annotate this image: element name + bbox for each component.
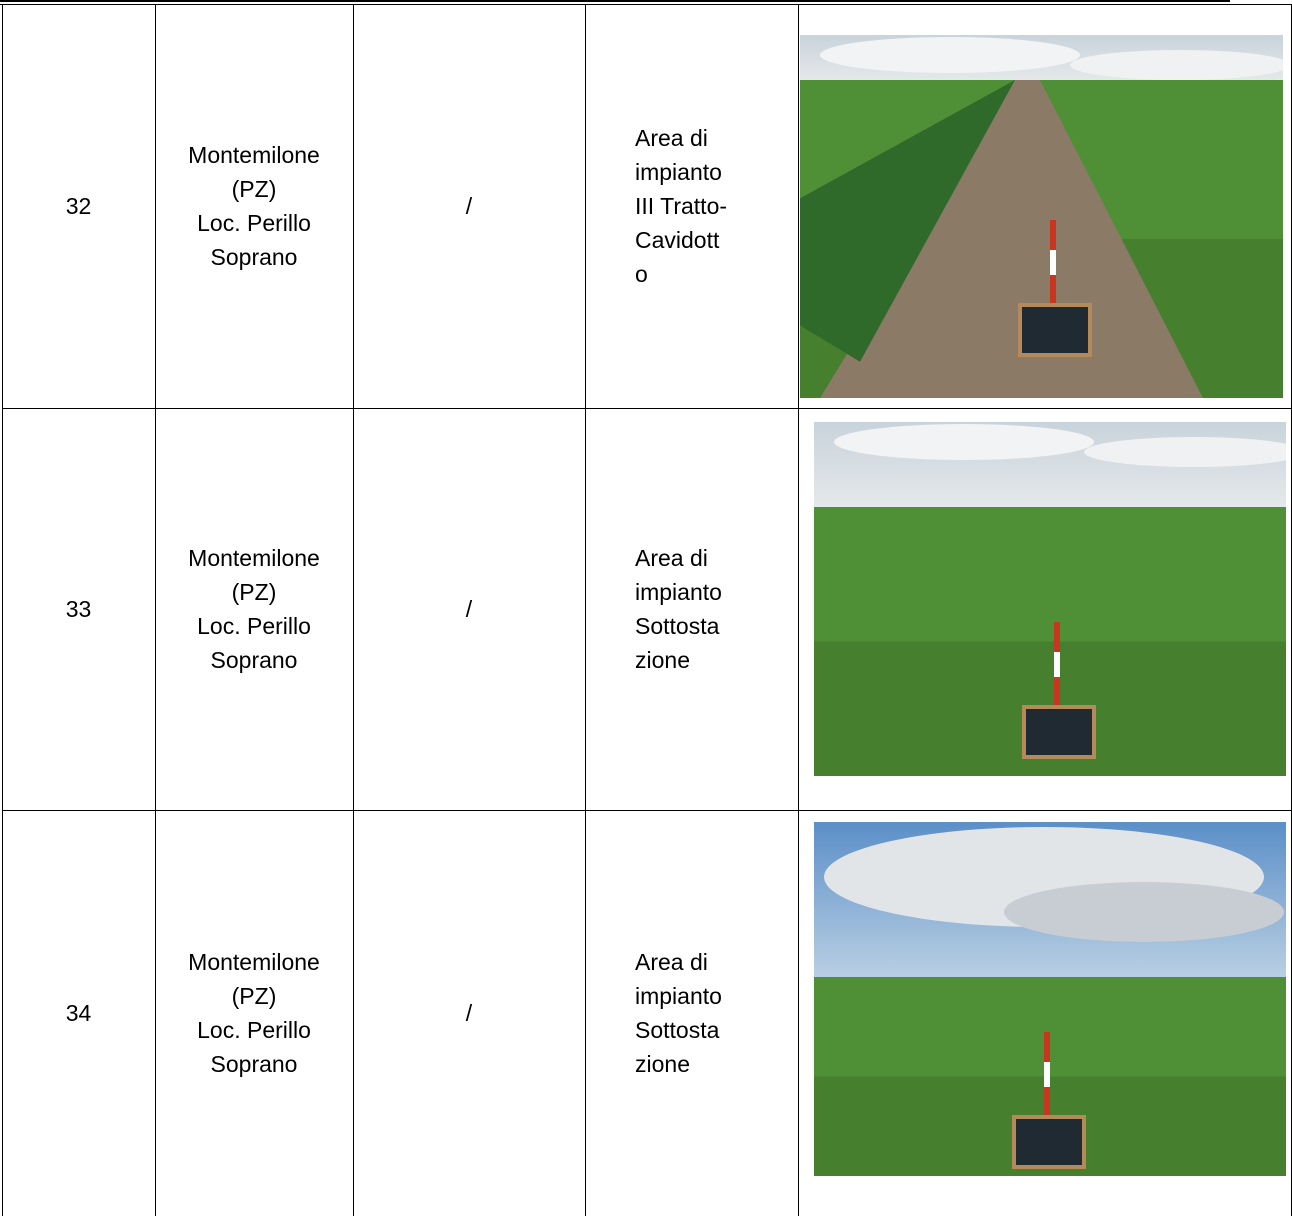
number-cell: 34 <box>2 810 155 1216</box>
photo-part <box>1070 50 1283 80</box>
text-line: Montemilone <box>188 545 320 571</box>
text-line: (PZ) <box>231 176 277 202</box>
reference-cell: / <box>353 810 585 1216</box>
column-rule <box>155 4 156 1216</box>
text-line: Area di <box>635 949 708 975</box>
photo-part <box>1044 1062 1050 1087</box>
text-line: Cavidott <box>635 227 720 253</box>
text-line: impianto <box>635 579 722 605</box>
text-line: Sottosta <box>635 613 720 639</box>
text-line: impianto <box>635 983 722 1009</box>
text-line: Loc. Perillo <box>197 210 311 236</box>
column-rule <box>353 4 354 1216</box>
photo-part <box>1054 652 1060 677</box>
text-line: (PZ) <box>231 983 277 1009</box>
text-line: Montemilone <box>188 949 320 975</box>
number-cell: 33 <box>2 408 155 810</box>
column-rule <box>2 4 3 1216</box>
text-line: Area di <box>635 545 708 571</box>
text-line: (PZ) <box>231 579 277 605</box>
photo-part <box>834 424 1094 460</box>
table-border <box>0 4 1292 5</box>
text-line: / <box>465 596 473 622</box>
text-line: Area di <box>635 125 708 151</box>
photo-part <box>820 37 1080 73</box>
photo-part <box>800 80 1015 362</box>
photo-part <box>1012 1115 1086 1169</box>
text-line: Loc. Perillo <box>197 613 311 639</box>
text-line: 32 <box>65 193 92 219</box>
row-rule <box>2 408 1292 409</box>
area-cell: Area di impianto Sottosta zione <box>635 810 798 1216</box>
text-line: / <box>465 193 473 219</box>
photo <box>800 35 1283 398</box>
text-line: Soprano <box>210 1051 298 1077</box>
column-rule <box>585 4 586 1216</box>
text-line: zione <box>635 1051 690 1077</box>
text-line: Soprano <box>210 244 298 270</box>
photo-part <box>1004 882 1284 942</box>
photo-part <box>1084 437 1286 467</box>
photo <box>814 422 1286 776</box>
text-line: Soprano <box>210 647 298 673</box>
photo <box>814 822 1286 1176</box>
text-line: Loc. Perillo <box>197 1017 311 1043</box>
photo-part <box>1022 705 1096 759</box>
text-line: 33 <box>65 596 92 622</box>
text-line: zione <box>635 647 690 673</box>
location-cell: Montemilone (PZ) Loc. Perillo Soprano <box>155 408 353 810</box>
text-line: III Tratto- <box>635 193 728 219</box>
reference-cell: / <box>353 4 585 408</box>
photo-part <box>820 80 1203 398</box>
area-cell: Area di impianto Sottosta zione <box>635 408 798 810</box>
text-line: Sottosta <box>635 1017 720 1043</box>
text-line: Montemilone <box>188 142 320 168</box>
area-cell: Area di impianto III Tratto- Cavidott o <box>635 4 798 408</box>
photo-part <box>1050 250 1056 275</box>
text-line: impianto <box>635 159 722 185</box>
column-rule <box>798 4 799 1216</box>
location-cell: Montemilone (PZ) Loc. Perillo Soprano <box>155 4 353 408</box>
text-line: / <box>465 1000 473 1026</box>
number-cell: 32 <box>2 4 155 408</box>
text-line: 34 <box>65 1000 92 1026</box>
photo-part <box>1018 303 1092 357</box>
reference-cell: / <box>353 408 585 810</box>
text-line: o <box>635 261 648 287</box>
top-rule <box>0 0 1230 2</box>
row-rule <box>2 810 1292 811</box>
location-cell: Montemilone (PZ) Loc. Perillo Soprano <box>155 810 353 1216</box>
